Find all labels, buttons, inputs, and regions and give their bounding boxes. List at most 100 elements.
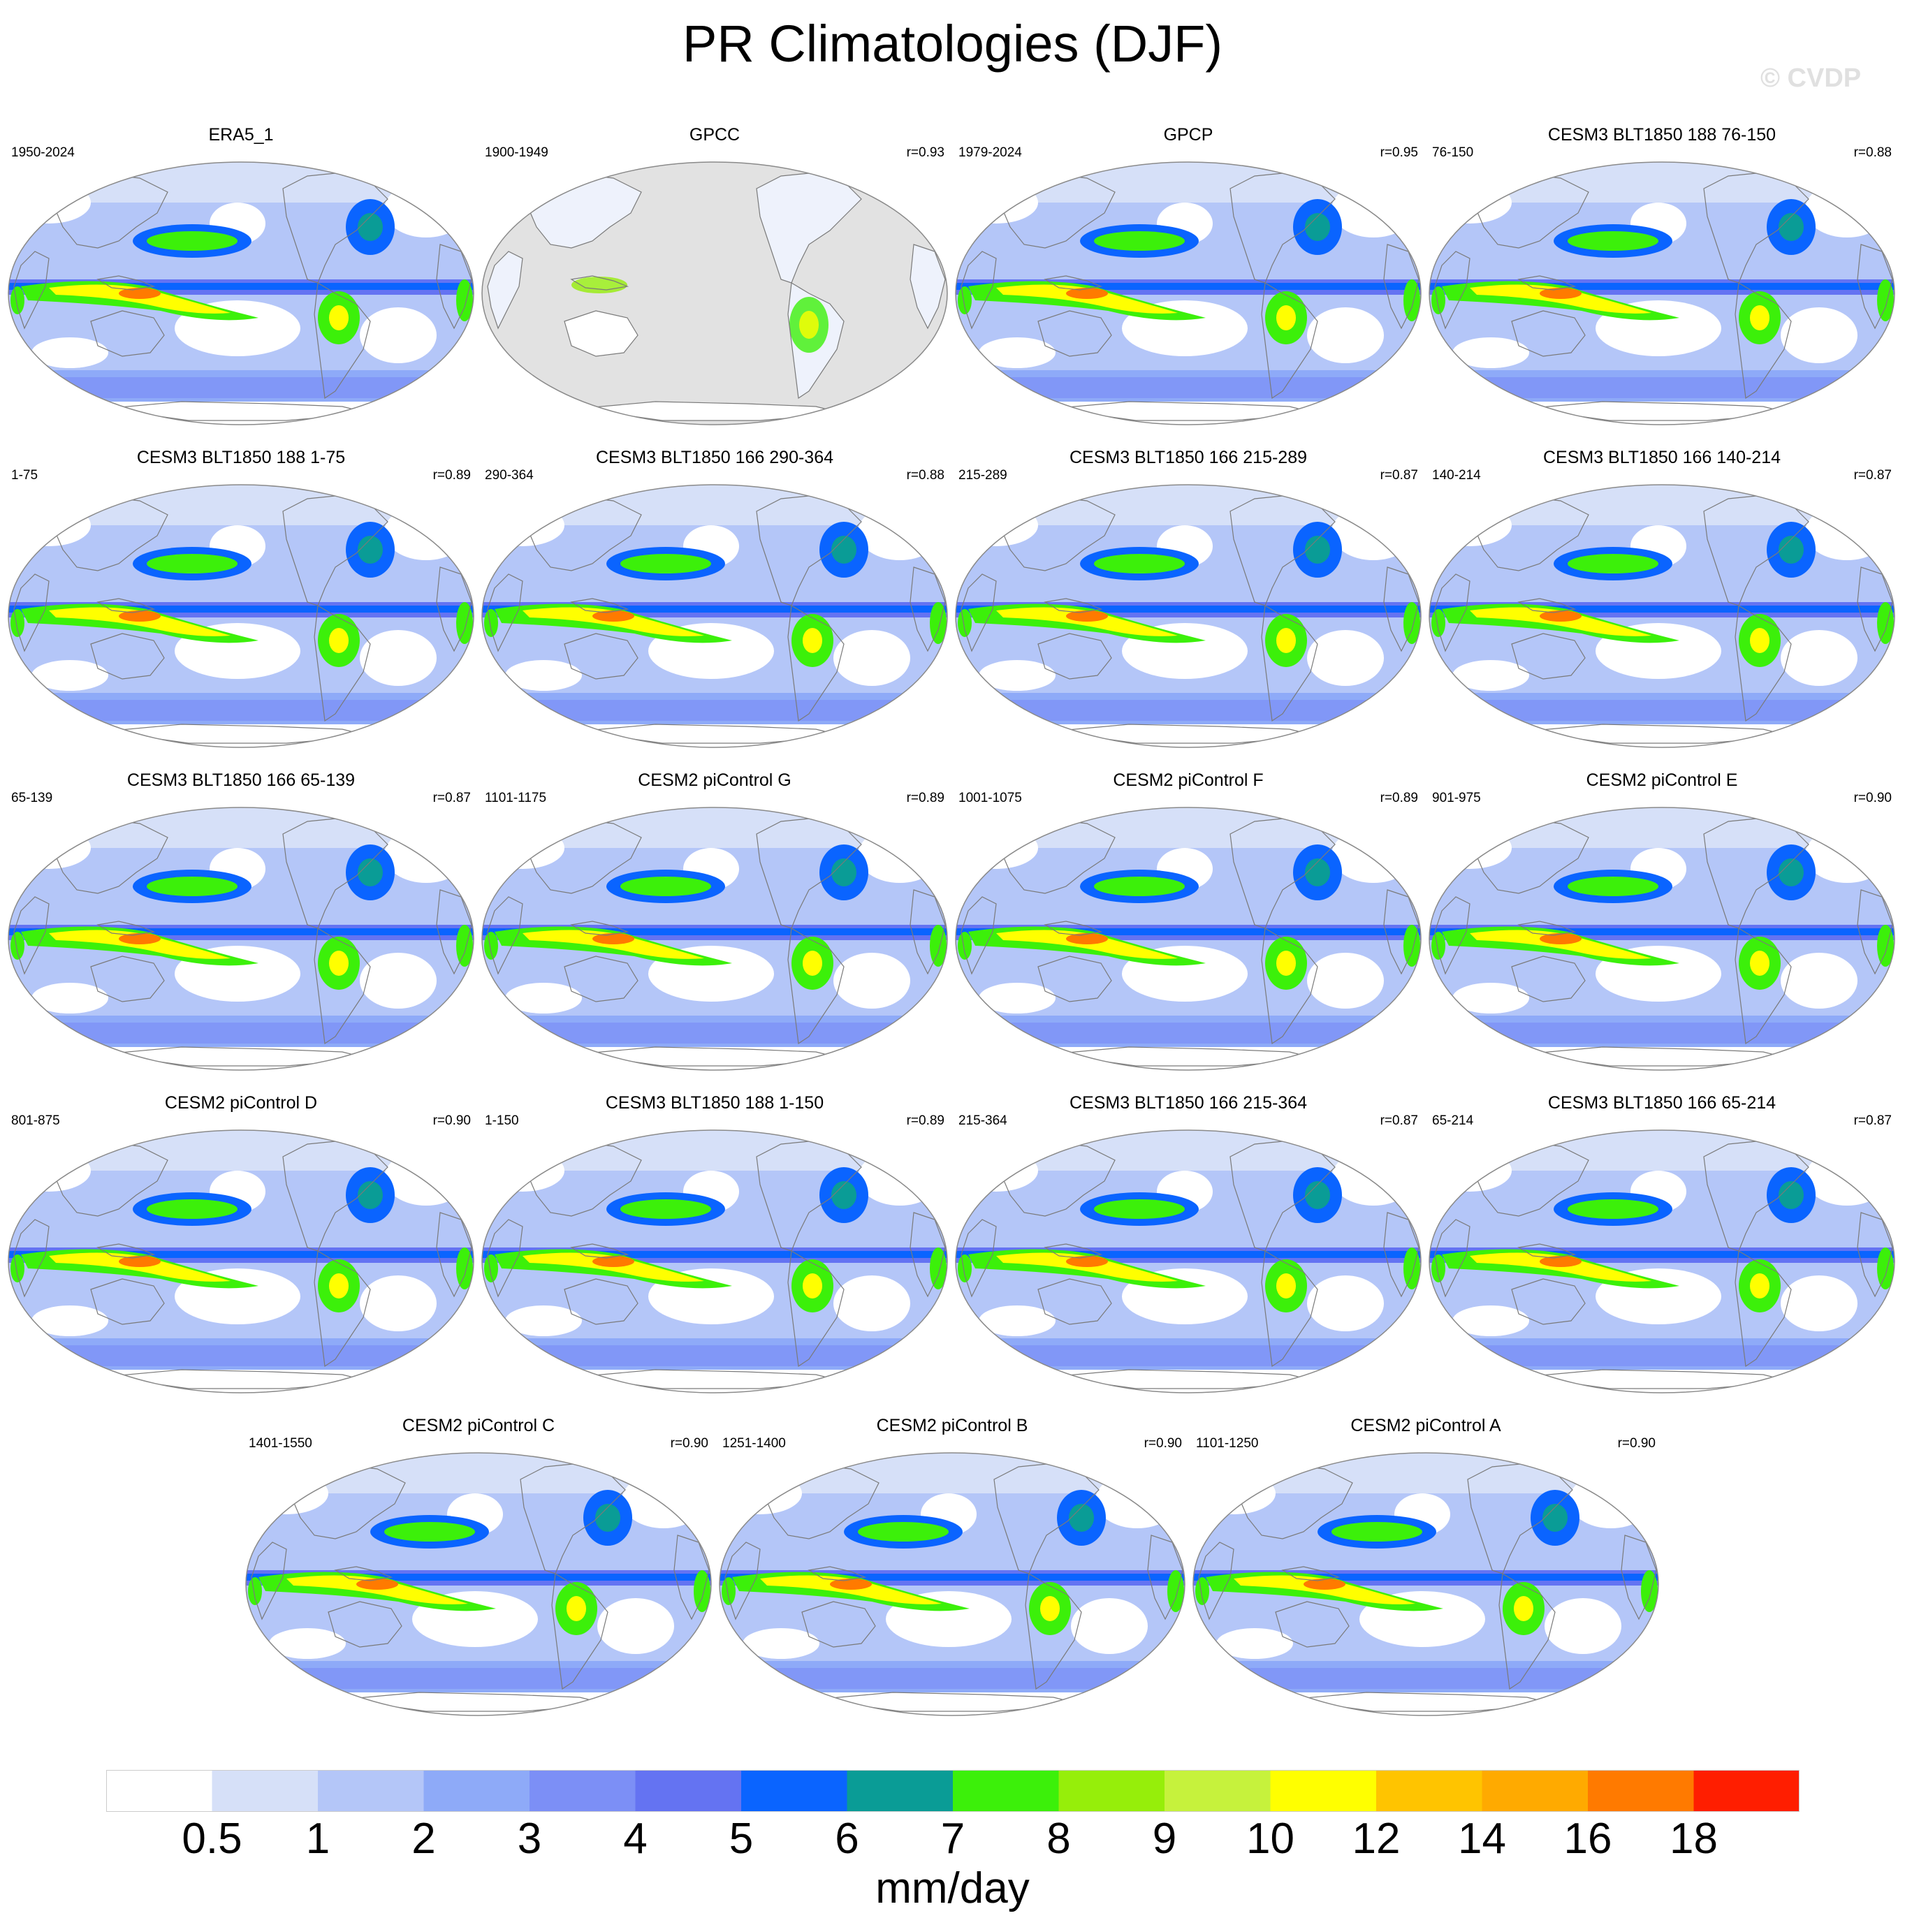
coastline bbox=[1434, 1219, 1470, 1298]
precip-map bbox=[8, 1129, 474, 1393]
colorbar-tick-label: 4 bbox=[623, 1815, 648, 1863]
coastline bbox=[564, 956, 638, 1002]
colorbar-swatch bbox=[847, 1770, 954, 1812]
map-panel: CESM3 BLT1850 166 215-289 215-289 r=0.87 bbox=[954, 447, 1422, 754]
colorbar-swatch bbox=[1482, 1770, 1589, 1812]
panel-title: CESM2 piControl B bbox=[876, 1416, 1028, 1435]
dry-zone bbox=[956, 1150, 1038, 1192]
precip-field bbox=[8, 807, 474, 848]
spcz-core bbox=[523, 607, 704, 636]
dry-zone bbox=[1307, 1275, 1384, 1331]
rain-max bbox=[1066, 610, 1108, 622]
land-convection-core bbox=[803, 951, 822, 976]
coastline bbox=[1261, 928, 1318, 1045]
spcz-core bbox=[523, 1252, 704, 1282]
land-convection bbox=[10, 1254, 24, 1282]
dry-zone bbox=[833, 1275, 910, 1331]
precip-field bbox=[1429, 807, 1895, 848]
dry-zone bbox=[360, 1275, 437, 1331]
dry-zone bbox=[1545, 1598, 1621, 1654]
colorbar-tick-label: 14 bbox=[1458, 1815, 1506, 1863]
precip-field bbox=[956, 162, 1421, 203]
coastline bbox=[1044, 1243, 1103, 1259]
panel-correlation: r=0.87 bbox=[1380, 1113, 1418, 1128]
precip-map bbox=[1192, 1452, 1659, 1716]
storm-track-core bbox=[358, 1181, 383, 1209]
storm-track-core bbox=[1779, 213, 1804, 241]
spcz-core bbox=[1470, 607, 1651, 636]
coastline bbox=[314, 282, 371, 400]
precip-map bbox=[481, 161, 948, 425]
coastline bbox=[1857, 244, 1893, 330]
watermark: © CVDP bbox=[1760, 64, 1862, 93]
dry-zone bbox=[505, 660, 582, 691]
colorbar-swatch bbox=[106, 1770, 212, 1812]
precip-field bbox=[482, 485, 947, 525]
dry-zone bbox=[858, 827, 942, 883]
coastline bbox=[910, 889, 946, 975]
spcz-core bbox=[996, 607, 1178, 636]
map-border bbox=[1429, 1129, 1895, 1393]
dry-zone bbox=[505, 1305, 582, 1336]
land-convection-core bbox=[1750, 1273, 1769, 1298]
map-border bbox=[8, 161, 474, 425]
dry-zone bbox=[1429, 1150, 1512, 1192]
dry-zone bbox=[979, 1305, 1056, 1336]
map-border bbox=[481, 807, 948, 1071]
precip-map bbox=[245, 1452, 712, 1716]
coastline bbox=[1434, 573, 1470, 652]
coastline bbox=[1044, 598, 1103, 613]
coastline bbox=[1857, 889, 1893, 975]
coastline bbox=[1517, 275, 1577, 291]
precip-map bbox=[955, 807, 1422, 1071]
precip-field bbox=[1429, 485, 1895, 525]
coastline bbox=[910, 1212, 946, 1298]
southern-ocean-band bbox=[956, 377, 1421, 398]
coastline bbox=[328, 1601, 402, 1648]
spcz-core bbox=[1234, 1575, 1415, 1604]
panel-title: CESM2 piControl G bbox=[638, 770, 791, 790]
dry-zone bbox=[1452, 1305, 1529, 1336]
antarctic-dry bbox=[1429, 724, 1895, 747]
dry-zone bbox=[505, 983, 582, 1013]
coastline bbox=[436, 889, 472, 975]
coastline bbox=[787, 1250, 845, 1368]
coastline bbox=[724, 1542, 761, 1620]
storm-track-core bbox=[1779, 1181, 1804, 1209]
coastline bbox=[1383, 889, 1419, 975]
dry-zone bbox=[1781, 1275, 1857, 1331]
colorbar-swatch bbox=[635, 1770, 742, 1812]
dry-zone bbox=[1781, 307, 1857, 363]
map-panel: CESM2 piControl E 901-975 r=0.90 bbox=[1428, 770, 1896, 1077]
storm-track-core bbox=[147, 1199, 238, 1219]
spcz-core bbox=[996, 930, 1178, 959]
storm-track-core bbox=[858, 1522, 949, 1542]
map-panel: GPCC 1900-1949 r=0.93 bbox=[481, 124, 949, 432]
itcz bbox=[482, 1251, 947, 1258]
map-panel: CESM2 piControl A 1101-1250 r=0.90 bbox=[1192, 1415, 1660, 1722]
dry-zone bbox=[482, 504, 564, 546]
coastline bbox=[1511, 310, 1586, 357]
storm-track-core bbox=[1779, 858, 1804, 886]
coastline bbox=[570, 921, 629, 936]
panel-correlation: r=0.90 bbox=[432, 1113, 471, 1128]
coastline bbox=[1147, 1535, 1183, 1620]
coastline bbox=[1275, 1601, 1350, 1648]
precip-field bbox=[8, 485, 474, 525]
precip-map bbox=[8, 807, 474, 1071]
southern-ocean-band bbox=[8, 1023, 474, 1044]
coastline bbox=[1037, 310, 1112, 357]
land-convection-core bbox=[329, 951, 349, 976]
map-border bbox=[481, 161, 948, 425]
rain-max bbox=[119, 1256, 161, 1267]
spcz-core bbox=[49, 930, 231, 959]
precip-map bbox=[1429, 807, 1895, 1071]
dry-zone bbox=[1071, 1598, 1148, 1654]
colorbar-tick-label: 3 bbox=[517, 1815, 542, 1863]
panel-years: 65-139 bbox=[11, 791, 53, 805]
precip-field bbox=[482, 1130, 947, 1171]
rain-max bbox=[1304, 1579, 1345, 1590]
rain-max bbox=[592, 933, 634, 944]
panel-years: 1-75 bbox=[11, 468, 38, 483]
rain-max bbox=[356, 1579, 398, 1590]
